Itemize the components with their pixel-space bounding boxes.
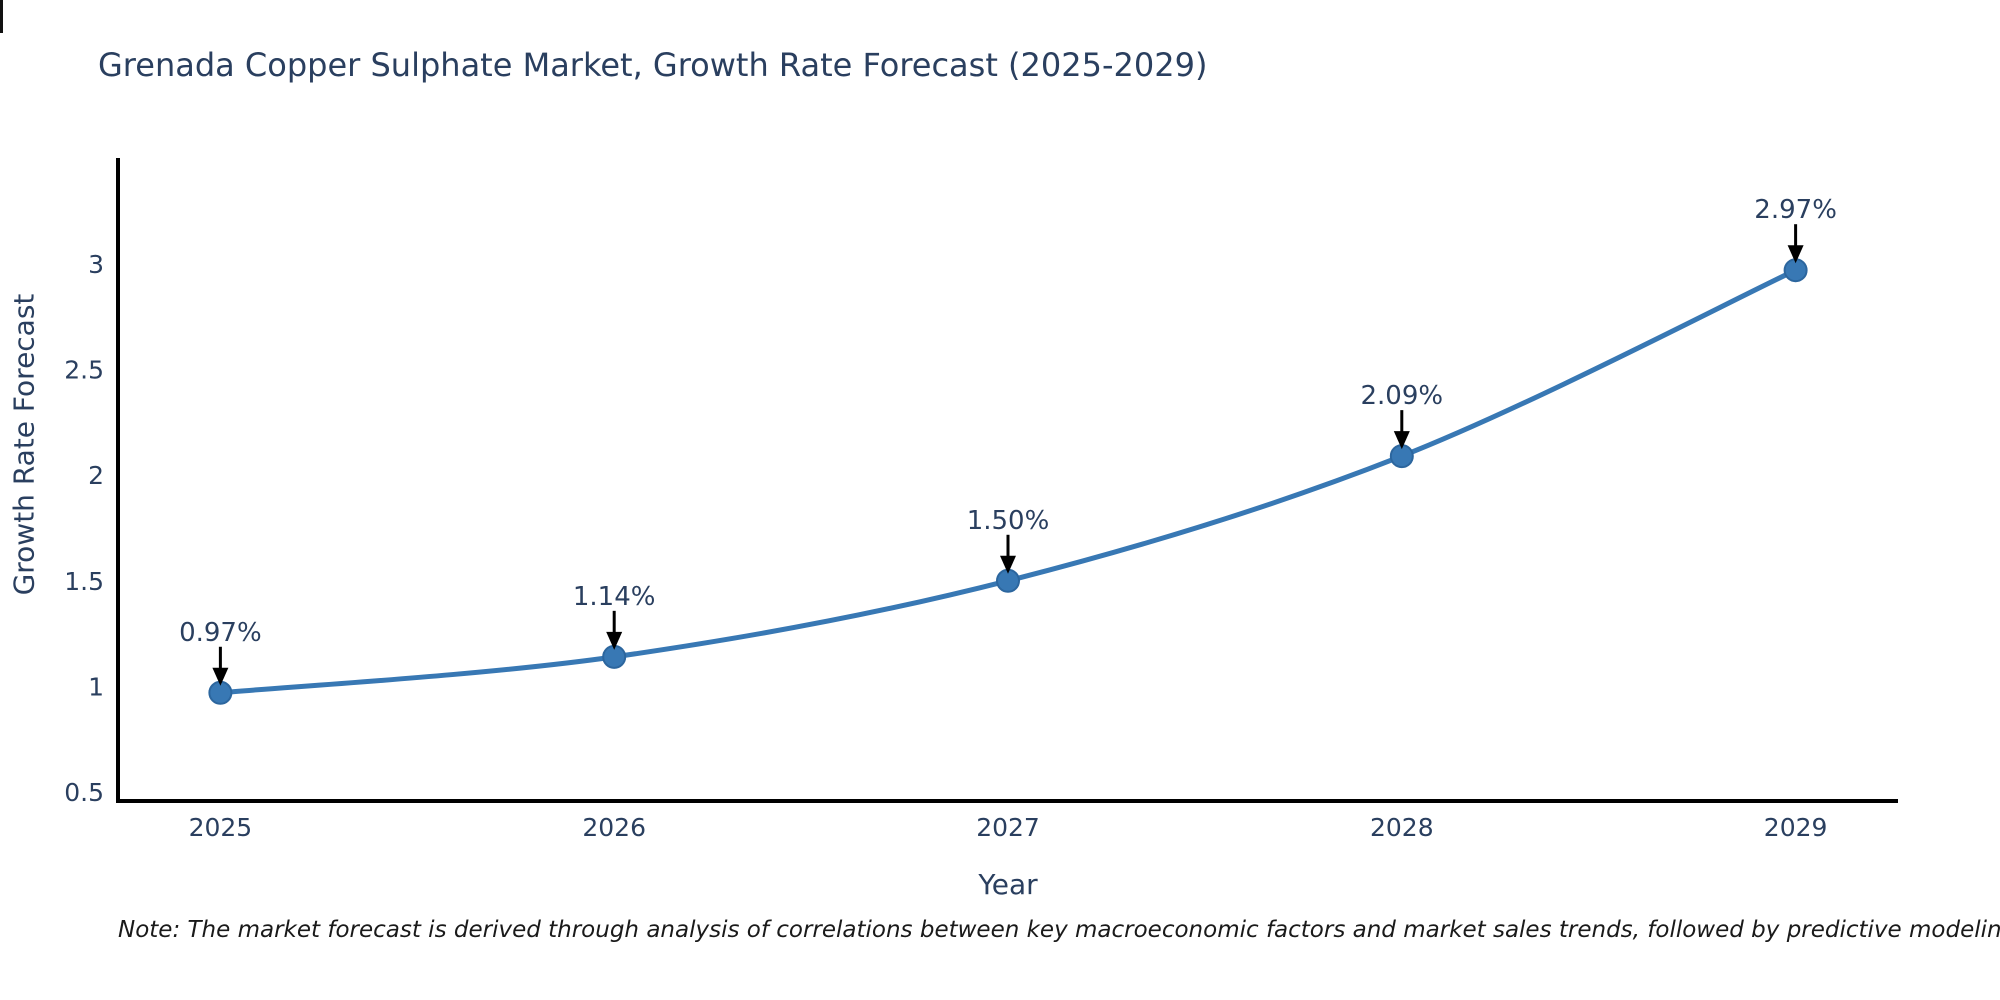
- x-tick-label: 2026: [582, 813, 646, 842]
- annotation-arrowhead-icon: [606, 631, 623, 650]
- y-tick-labels: 0.5 1 1.5 2 2.5 3: [64, 250, 104, 807]
- point-annotations: 0.97% 1.14% 1.50% 2.09% 2.97%: [179, 195, 1837, 686]
- x-axis-title: Year: [978, 868, 1038, 901]
- y-tick-label: 1: [88, 672, 104, 701]
- forecast-series: [208, 258, 1808, 705]
- chart-title: Grenada Copper Sulphate Market, Growth R…: [98, 46, 1208, 84]
- x-tick-label: 2029: [1764, 813, 1828, 842]
- point-annotation-label: 2.09%: [1361, 381, 1444, 411]
- y-tick-label: 2: [88, 461, 104, 490]
- y-tick-label: 2.5: [64, 355, 104, 384]
- y-tick-label: 0.5: [64, 778, 104, 807]
- text-cursor-artifact: [0, 0, 3, 33]
- x-tick-label: 2028: [1370, 813, 1434, 842]
- y-tick-label: 3: [88, 250, 104, 279]
- annotation-arrowhead-icon: [1000, 555, 1016, 574]
- point-annotation-label: 0.97%: [179, 618, 262, 648]
- annotation-arrowhead-icon: [212, 667, 229, 686]
- x-tick-labels: 2025 2026 2027 2028 2029: [189, 813, 1828, 842]
- x-tick-label: 2027: [976, 813, 1040, 842]
- point-annotation-label: 2.97%: [1754, 195, 1837, 225]
- annotation-arrowhead-icon: [1393, 431, 1410, 450]
- point-annotation-label: 1.14%: [573, 582, 656, 612]
- point-annotation-label: 1.50%: [967, 506, 1050, 536]
- forecast-line: [217, 267, 1799, 696]
- annotation-arrowhead-icon: [1787, 245, 1804, 264]
- footnote: Note: The market forecast is derived thr…: [118, 917, 2000, 943]
- x-tick-label: 2025: [189, 813, 253, 842]
- y-tick-label: 1.5: [64, 567, 104, 596]
